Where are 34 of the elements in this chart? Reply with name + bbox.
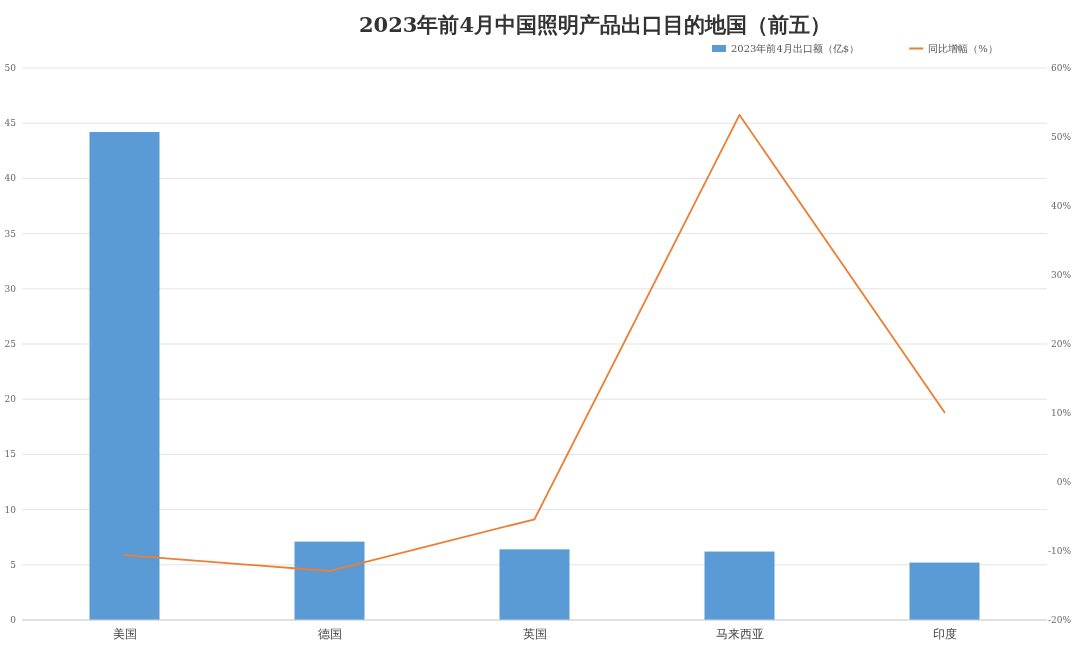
x-tick-label: 德国 bbox=[317, 627, 342, 641]
y-tick-label: 35 bbox=[4, 228, 17, 239]
legend-label: 同比增幅（%） bbox=[928, 43, 998, 54]
y-tick-label: 30 bbox=[4, 283, 17, 294]
bar bbox=[294, 541, 365, 620]
y2-tick-label: 60% bbox=[1050, 63, 1072, 73]
bar bbox=[89, 132, 160, 620]
chart-title: 2023年前4月中国照明产品出口目的地国（前五） bbox=[358, 12, 832, 37]
line-series bbox=[123, 114, 946, 572]
y2-tick-label: 30% bbox=[1050, 270, 1072, 280]
y-tick-label: 15 bbox=[4, 449, 17, 460]
y-tick-label: 25 bbox=[4, 339, 17, 349]
y2-tick-label: 40% bbox=[1050, 201, 1072, 211]
y-tick-label: 50 bbox=[4, 63, 17, 73]
bar bbox=[499, 549, 570, 620]
y-tick-label: 0 bbox=[10, 615, 17, 625]
y2-tick-label: 0% bbox=[1056, 477, 1072, 487]
y-tick-label: 40 bbox=[4, 173, 17, 184]
y-tick-label: 10 bbox=[4, 504, 17, 515]
y2-tick-label: 10% bbox=[1050, 408, 1072, 418]
bar bbox=[704, 551, 775, 620]
y2-tick-label: 50% bbox=[1050, 132, 1072, 142]
y-tick-label: 5 bbox=[10, 559, 17, 570]
y-tick-label: 45 bbox=[4, 118, 17, 129]
y2-tick-label: -10% bbox=[1047, 546, 1072, 556]
legend-label: 2023年前4月出口额（亿$） bbox=[731, 43, 860, 54]
y2-tick-label: 20% bbox=[1050, 339, 1072, 349]
x-tick-label: 英国 bbox=[522, 627, 547, 641]
y-tick-label: 20 bbox=[4, 394, 17, 405]
x-tick-label: 马来西亚 bbox=[715, 627, 764, 641]
x-tick-label: 印度 bbox=[932, 627, 957, 641]
x-tick-label: 美国 bbox=[112, 627, 137, 641]
y2-tick-label: -20% bbox=[1047, 615, 1072, 625]
bar bbox=[909, 562, 980, 620]
